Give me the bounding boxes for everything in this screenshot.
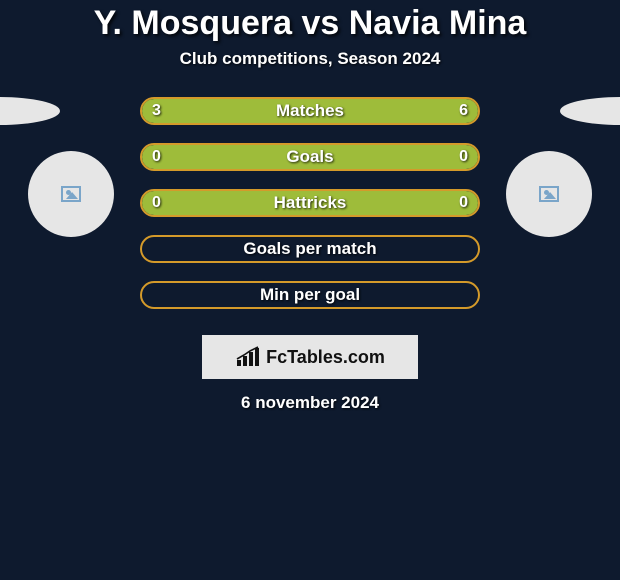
stat-bar: Min per goal xyxy=(140,281,480,309)
stat-value-right: 6 xyxy=(459,102,468,120)
stat-label: Goals xyxy=(286,147,333,167)
stat-bar: Goals per match xyxy=(140,235,480,263)
stat-value-right: 0 xyxy=(459,194,468,212)
stat-label: Hattricks xyxy=(274,193,347,213)
stat-bar-fill-right xyxy=(310,145,478,169)
stat-value-left: 0 xyxy=(152,194,161,212)
stat-bar-fill-left xyxy=(142,145,310,169)
left-decor-ellipse xyxy=(0,97,60,125)
stat-bar: 3 6 Matches xyxy=(140,97,480,125)
stat-bar: 0 0 Hattricks xyxy=(140,189,480,217)
stat-bars: 3 6 Matches 0 0 Goals 0 0 Hattricks Goals per mat… xyxy=(140,97,480,309)
stat-label: Min per goal xyxy=(260,285,360,305)
right-decor-ellipse xyxy=(560,97,620,125)
brand-text: FcTables.com xyxy=(266,347,385,368)
stat-value-left: 0 xyxy=(152,148,161,166)
page-title: Y. Mosquera vs Navia Mina xyxy=(0,0,620,49)
image-placeholder-icon xyxy=(539,186,559,202)
brand-badge: FcTables.com xyxy=(202,335,418,379)
stat-label: Goals per match xyxy=(243,239,376,259)
date-text: 6 november 2024 xyxy=(0,393,620,413)
page-subtitle: Club competitions, Season 2024 xyxy=(0,49,620,97)
comparison-content: 3 6 Matches 0 0 Goals 0 0 Hattricks Goals per mat… xyxy=(0,97,620,309)
brand-chart-icon xyxy=(235,346,263,368)
image-placeholder-icon xyxy=(61,186,81,202)
stat-bar: 0 0 Goals xyxy=(140,143,480,171)
stat-value-left: 3 xyxy=(152,102,161,120)
stat-value-right: 0 xyxy=(459,148,468,166)
stat-label: Matches xyxy=(276,101,344,121)
left-player-avatar xyxy=(28,151,114,237)
right-player-avatar xyxy=(506,151,592,237)
